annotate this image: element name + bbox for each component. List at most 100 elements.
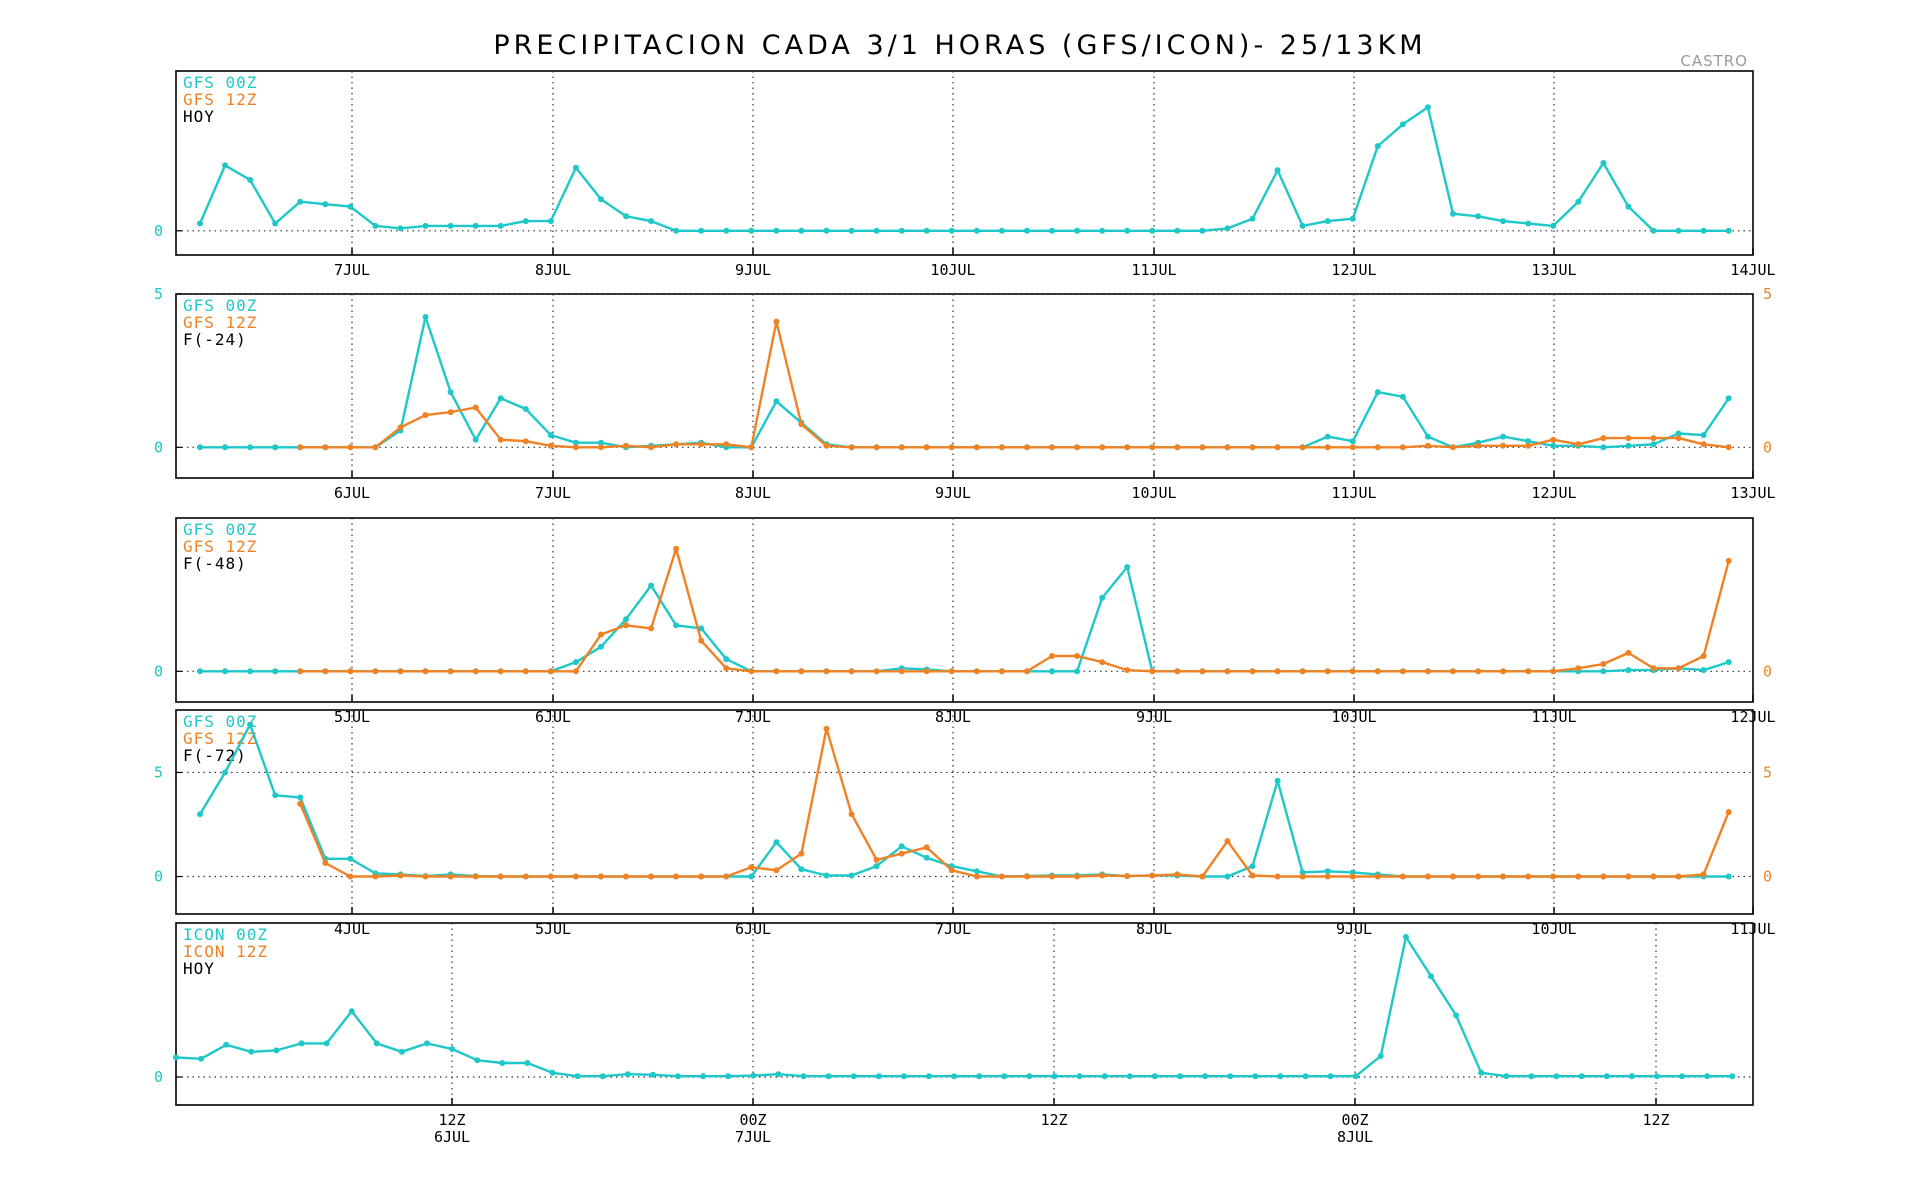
data-point [1575, 665, 1582, 672]
legend-entry: F(-72) [183, 746, 247, 765]
data-point [574, 1073, 581, 1080]
data-point [1224, 668, 1231, 675]
data-point [1575, 198, 1582, 205]
data-point [823, 227, 830, 234]
data-point [1399, 668, 1406, 675]
data-point [649, 1071, 656, 1078]
data-point [373, 1040, 380, 1047]
data-point [725, 1073, 732, 1080]
data-point [773, 227, 780, 234]
x-tick-label: 8JUL [1136, 920, 1172, 938]
data-point [1199, 227, 1206, 234]
data-point [1324, 668, 1331, 675]
data-point [547, 668, 554, 675]
data-point [1550, 442, 1557, 449]
legend-entry: GFS 12Z [183, 90, 257, 109]
data-point [1352, 1073, 1359, 1080]
data-point [572, 668, 579, 675]
data-point [1399, 393, 1406, 400]
data-point [1725, 227, 1732, 234]
data-point [173, 1054, 179, 1061]
y-tick-label-right: 0 [1763, 868, 1772, 886]
data-point [398, 1048, 405, 1055]
data-point [1374, 389, 1381, 396]
data-point [223, 1041, 230, 1048]
data-point [775, 1071, 782, 1078]
data-point [273, 1047, 280, 1054]
data-point [1453, 1012, 1460, 1019]
data-point [1252, 1073, 1259, 1080]
data-point [472, 436, 479, 443]
data-point [422, 668, 429, 675]
data-point [1049, 227, 1055, 234]
data-point [547, 873, 554, 880]
data-point [598, 631, 604, 638]
data-point [848, 872, 855, 879]
data-point [748, 227, 755, 234]
data-point [474, 1057, 481, 1064]
data-point [397, 668, 404, 675]
data-point [673, 545, 680, 552]
data-point [798, 850, 805, 857]
data-point [572, 439, 579, 446]
data-point [1174, 444, 1181, 451]
data-point [222, 668, 229, 675]
data-point [1277, 1073, 1284, 1080]
data-point [1475, 873, 1482, 880]
data-point [472, 222, 479, 229]
data-point [1725, 659, 1732, 666]
legend-entry: GFS 00Z [183, 73, 257, 92]
data-point [472, 404, 479, 411]
data-point [773, 668, 780, 675]
y-tick-label-left: 0 [154, 438, 163, 456]
data-point [624, 1071, 631, 1078]
data-point [447, 668, 454, 675]
data-point [1475, 442, 1482, 449]
data-point [1675, 665, 1682, 672]
data-point [1074, 668, 1081, 675]
data-point [1024, 444, 1030, 451]
data-point [1099, 444, 1106, 451]
data-point [1126, 1073, 1133, 1080]
data-point [648, 582, 655, 589]
data-point [1349, 215, 1356, 222]
data-point [848, 444, 855, 451]
data-point [1101, 1073, 1108, 1080]
data-point [1578, 1073, 1585, 1080]
data-point [998, 873, 1005, 880]
data-point [998, 227, 1005, 234]
data-point [1199, 444, 1206, 451]
x-tick-label: 5JUL [535, 920, 571, 938]
data-point [222, 444, 229, 451]
data-point [1224, 444, 1231, 451]
x-tick-label: 11JUL [1131, 261, 1176, 279]
legend-entry: HOY [183, 107, 215, 126]
data-point [1224, 873, 1231, 880]
data-point [848, 811, 855, 818]
data-point [549, 1069, 556, 1076]
y-tick-label-left: 0 [154, 662, 163, 680]
data-point [297, 444, 304, 451]
data-point [973, 444, 980, 451]
data-point [1349, 873, 1356, 880]
data-point [898, 444, 905, 451]
data-point [698, 637, 705, 644]
data-point [1224, 838, 1231, 845]
data-point [397, 424, 404, 431]
data-point [748, 444, 755, 451]
data-point [1074, 653, 1081, 659]
data-point [1174, 871, 1181, 878]
data-point [748, 864, 755, 871]
data-point [773, 398, 780, 405]
data-point [1074, 873, 1081, 880]
data-point [497, 873, 504, 880]
x-tick-label: 4JUL [334, 920, 370, 938]
data-point [497, 222, 504, 229]
data-point [875, 1073, 882, 1080]
data-point [1700, 441, 1707, 448]
data-point [1525, 668, 1532, 675]
series-line-1 [200, 565, 1730, 673]
data-point [1725, 873, 1732, 880]
